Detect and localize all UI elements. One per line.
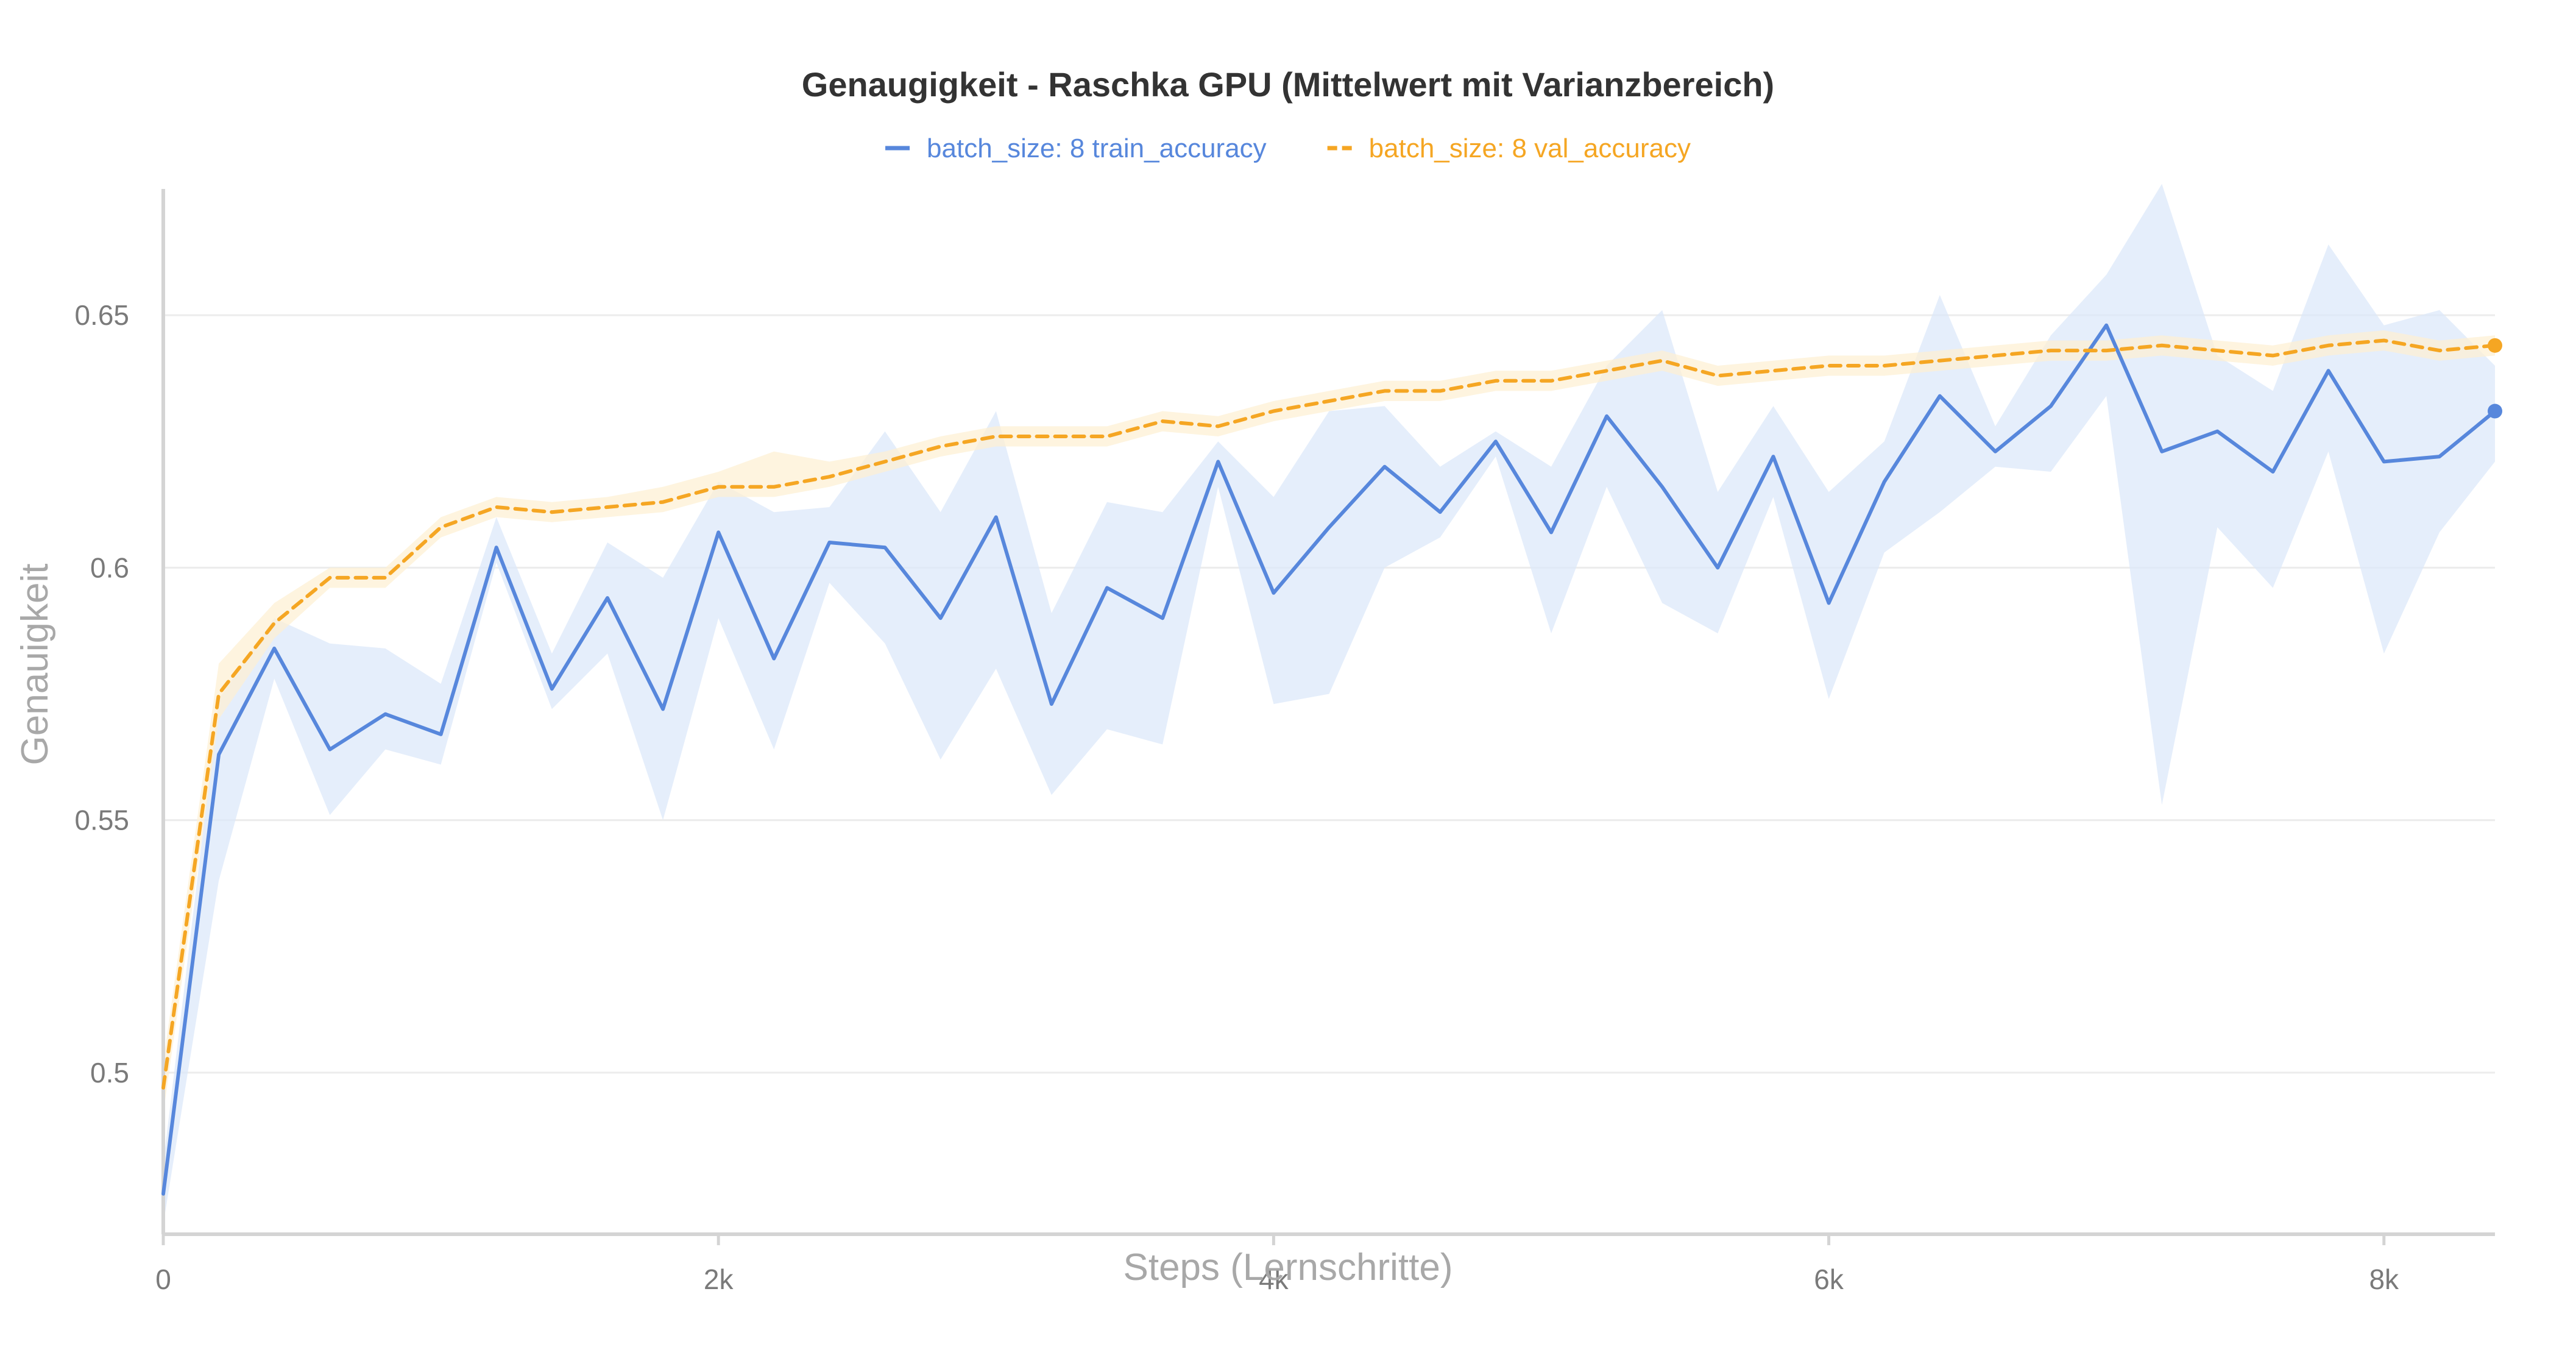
y-tick-label: 0.5	[90, 1057, 129, 1089]
chart-title: Genaugigkeit - Raschka GPU (Mittelwert m…	[802, 65, 1774, 104]
y-tick-label: 0.6	[90, 552, 129, 583]
series-1-variance-band	[163, 183, 2495, 1224]
series-2-line	[161, 338, 2497, 1090]
x-tick-label: 4k	[1259, 1263, 1289, 1295]
x-tick-label: 6k	[1814, 1263, 1844, 1295]
x-tick-label: 8k	[2369, 1263, 2399, 1295]
y-tick-label: 0.55	[74, 805, 129, 836]
variance-bands	[163, 183, 2495, 1224]
series-1-end-marker	[2488, 403, 2502, 419]
y-axis-title: Genauigkeit	[14, 564, 56, 766]
x-axis-title: Steps (Lernschritte)	[1123, 1246, 1453, 1288]
series-2-end-marker	[2488, 338, 2502, 353]
y-tick-label: 0.65	[74, 299, 129, 331]
x-tick-label: 2k	[704, 1263, 734, 1295]
tick-labels: 0.5 0.55 0.6 0.65 0 2k 4k 6k 8k	[74, 299, 2399, 1295]
legend-label: batch_size: 8 train_accuracy	[927, 133, 1267, 163]
legend[interactable]: batch_size: 8 train_accuracy batch_size: …	[885, 133, 1691, 163]
legend-label: batch_size: 8 val_accuracy	[1369, 133, 1691, 163]
x-tick-label: 0	[155, 1263, 171, 1295]
series-lines	[161, 323, 2502, 1196]
series-1-line	[161, 323, 2497, 1196]
axes	[161, 189, 2495, 1245]
